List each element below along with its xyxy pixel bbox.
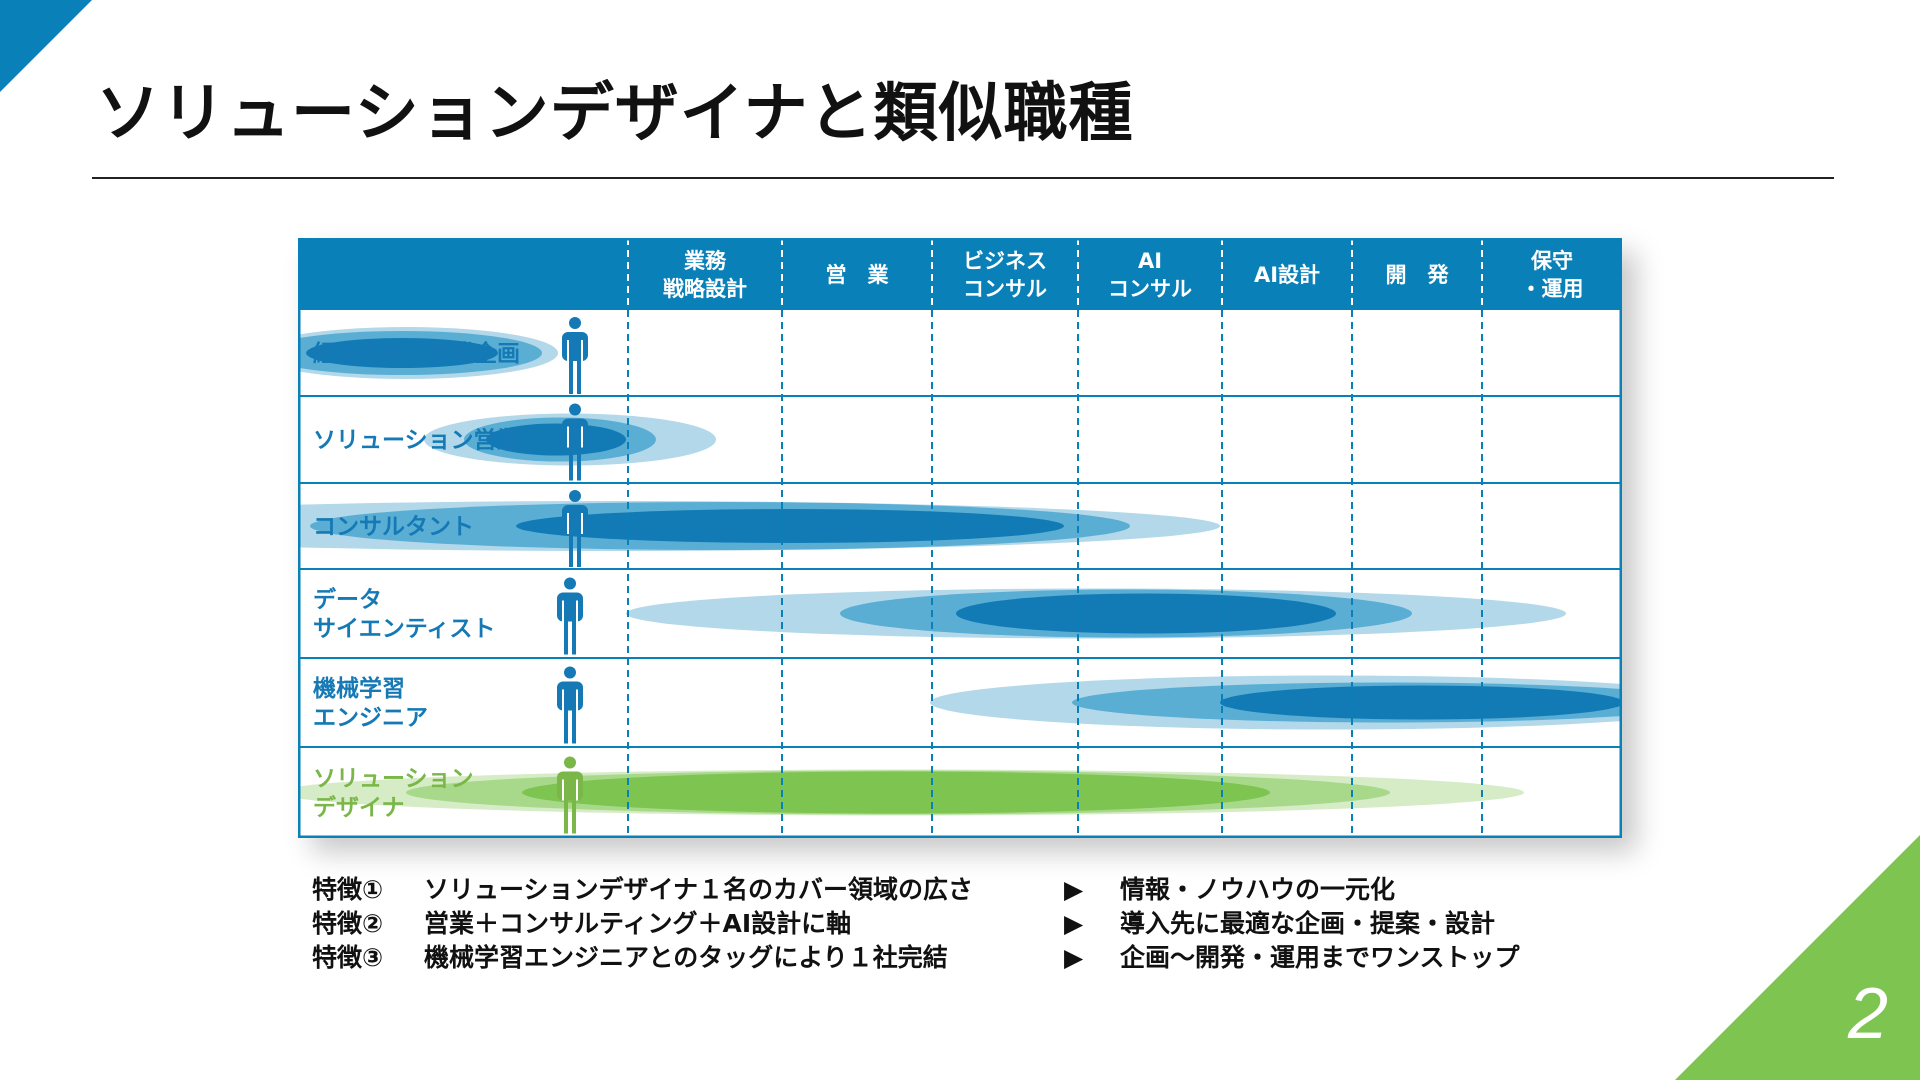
page-title: ソリューションデザイナと類似職種 [96,77,1134,151]
feature-item: 特徴③ 機械学習エンジニアとのタッグにより１社完結 ▶ 企画〜開発・運用までワン… [312,941,1612,975]
feature-result: 情報・ノウハウの一元化 [1120,875,1396,904]
column-header-label: 保守 [1530,249,1573,273]
column-header-label: ビジネス [963,249,1047,273]
feature-result: 企画〜開発・運用までワンストップ [1120,943,1520,972]
row-label: データ [313,586,382,613]
column-header-label: 業務 [684,249,727,273]
column-header-label: コンサル [963,277,1047,301]
feature-list: 特徴① ソリューションデザイナ１名のカバー領域の広さ ▶ 情報・ノウハウの一元化… [312,873,1612,975]
person-icon [557,577,583,655]
arrow-right-icon: ▶ [1064,909,1084,938]
arrow-right-icon: ▶ [1064,943,1084,972]
feature-label: 特徴① [312,875,384,904]
row-label: ソリューション営業 [313,427,521,454]
row-label: ソリューション [313,766,474,792]
feature-text: 機械学習エンジニアとのタッグにより１社完結 [424,943,948,972]
person-icon [562,317,588,394]
person-icon [562,403,588,481]
person-icon [557,756,583,834]
feature-text: ソリューションデザイナ１名のカバー領域の広さ [424,875,974,904]
coverage-band [522,771,1270,814]
coverage-band [956,593,1336,634]
column-header-label: AI設計 [1254,263,1320,287]
row-label: 機械学習 [313,675,405,702]
column-header-label: コンサル [1108,277,1192,301]
corner-accent-top-left [0,0,92,92]
coverage-band [1220,685,1622,720]
grid-header-band [298,238,1622,310]
coverage-band [306,338,498,368]
column-header-label: AI [1138,249,1162,273]
column-header-label: 営 業 [826,263,890,287]
column-header-label: 開 発 [1386,263,1450,287]
feature-text: 営業＋コンサルティング＋AI設計に軸 [424,909,852,938]
coverage-band [486,423,626,456]
person-icon [562,490,588,567]
corner-accent-bottom-right [1675,835,1920,1080]
person-icon [557,666,583,744]
row-label: エンジニア [313,705,428,731]
feature-label: 特徴③ [312,943,384,972]
column-header-label: ・運用 [1521,277,1584,301]
row-label: コンサルタント [313,514,474,540]
row-label: デザイナ [313,794,405,821]
column-header-label: 戦略設計 [663,277,747,301]
feature-label: 特徴② [312,909,384,938]
feature-item: 特徴② 営業＋コンサルティング＋AI設計に軸 ▶ 導入先に最適な企画・提案・設計 [312,907,1612,941]
title-divider [92,177,1834,179]
grid-border [298,238,1622,838]
feature-item: 特徴① ソリューションデザイナ１名のカバー領域の広さ ▶ 情報・ノウハウの一元化 [312,873,1612,907]
role-coverage-diagram: 業務戦略設計 営 業 ビジネスコンサル AI コンサル AI設計 開 発 保守・運用経営企画・… [298,238,1622,838]
arrow-right-icon: ▶ [1064,875,1084,904]
feature-result: 導入先に最適な企画・提案・設計 [1120,909,1496,938]
page-number: 2 [1847,974,1888,1054]
row-label: 経営企画・事業企画 [313,340,520,367]
coverage-band [516,509,1064,543]
row-label: サイエンティスト [313,616,495,642]
